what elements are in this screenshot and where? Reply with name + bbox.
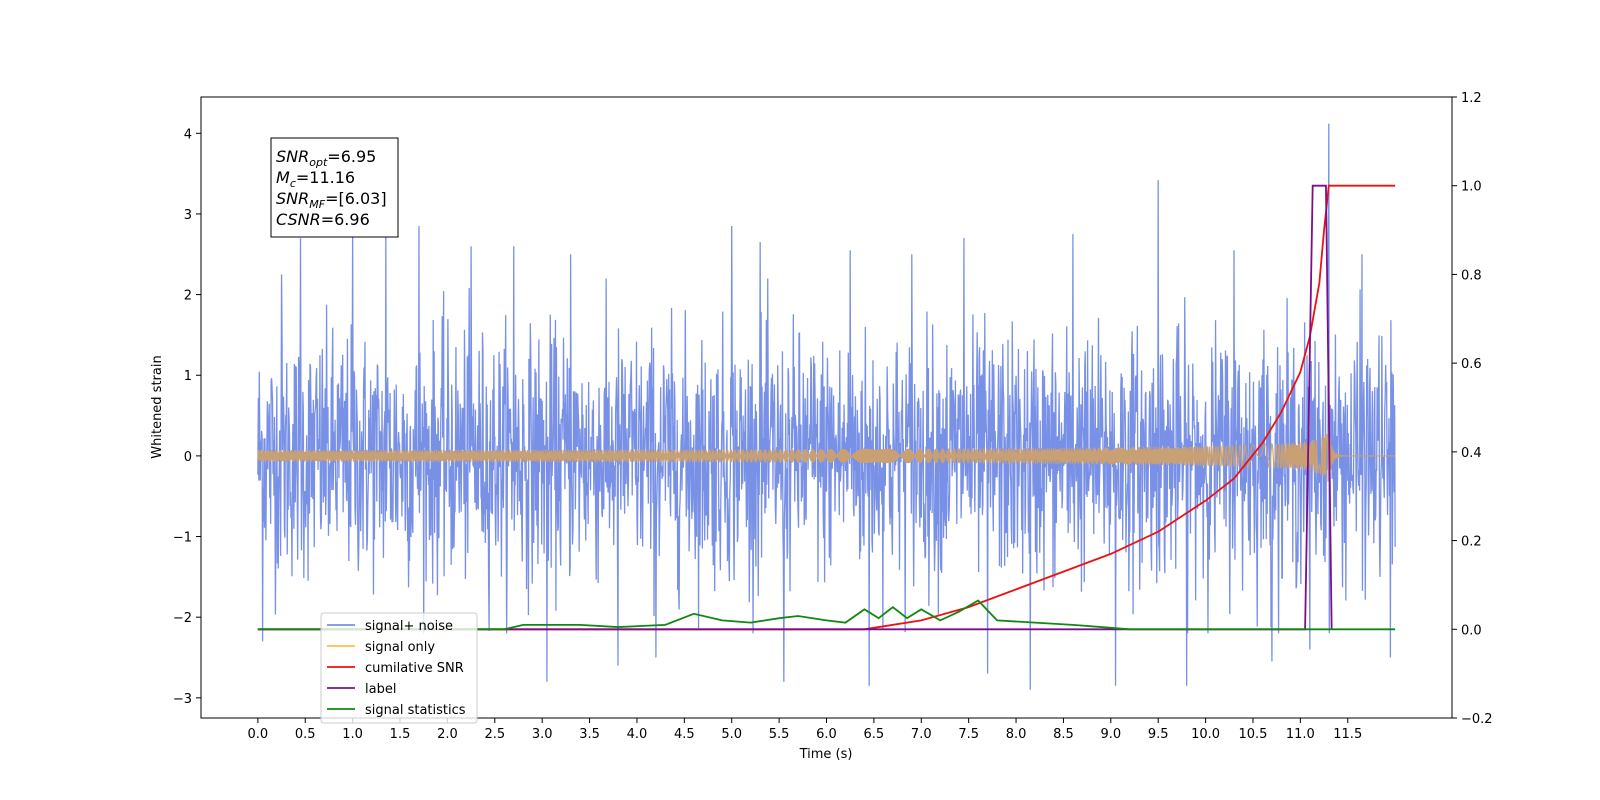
y-right-tick-label: 0.8 xyxy=(1461,268,1482,283)
x-tick-label: 2.0 xyxy=(437,727,458,742)
x-tick-label: 6.0 xyxy=(816,727,837,742)
x-tick-label: 3.0 xyxy=(532,727,553,742)
legend: signal+ noise signal only cumilative SNR la… xyxy=(320,612,478,724)
x-tick-label: 11.0 xyxy=(1286,727,1315,742)
y-right-tick-label: 1.2 xyxy=(1461,91,1482,106)
x-tick-label: 1.0 xyxy=(342,727,363,742)
series-label xyxy=(257,184,1333,631)
x-tick-label: 2.5 xyxy=(484,727,505,742)
y-right-tick-label: 1.0 xyxy=(1461,180,1482,195)
annotation-line: Mc=11.16 xyxy=(276,168,355,190)
series-cumulative-snr xyxy=(257,184,1396,631)
x-tick-label: 0.0 xyxy=(248,727,269,742)
x-tick-label: 4.5 xyxy=(674,727,695,742)
x-axis: 0.0 0.5 1.0 1.5 2.0 2.5 3.0 3.5 4.0 4.5 5.0 5.5 6.0 6… xyxy=(248,718,1362,742)
y-right-tick-label: 0.0 xyxy=(1461,623,1482,638)
annotation-line: CSNR=6.96 xyxy=(276,210,370,229)
x-tick-label: 7.0 xyxy=(911,727,932,742)
annotation-frame xyxy=(270,137,399,238)
y-axis-left: −3 −2 −1 0 1 2 3 4 xyxy=(173,127,201,707)
legend-label: signal statistics xyxy=(365,703,466,718)
legend-frame xyxy=(320,612,478,724)
y-left-tick-label: 3 xyxy=(184,208,192,223)
y-left-tick-label: −2 xyxy=(173,611,192,626)
x-tick-label: 11.5 xyxy=(1333,727,1362,742)
series-signal-statistics xyxy=(257,599,1396,631)
x-tick-label: 8.5 xyxy=(1053,727,1074,742)
y-axis-left-label: Whitened strain xyxy=(150,355,165,458)
x-tick-label: 1.5 xyxy=(390,727,411,742)
x-tick-label: 5.5 xyxy=(769,727,790,742)
x-tick-label: 3.5 xyxy=(579,727,600,742)
series-signal-noise xyxy=(257,123,1396,690)
y-left-tick-label: 2 xyxy=(184,289,192,304)
x-tick-label: 0.5 xyxy=(295,727,316,742)
x-tick-label: 4.0 xyxy=(627,727,648,742)
series-layer xyxy=(257,123,1396,690)
x-tick-label: 6.5 xyxy=(864,727,885,742)
x-tick-label: 10.5 xyxy=(1239,727,1268,742)
x-tick-label: 7.5 xyxy=(958,727,979,742)
legend-label: signal+ noise xyxy=(365,619,453,634)
y-right-tick-label: −0.2 xyxy=(1461,712,1493,727)
x-tick-label: 5.0 xyxy=(721,727,742,742)
y-right-tick-label: 0.2 xyxy=(1461,535,1482,550)
x-axis-label: Time (s) xyxy=(799,747,853,762)
annotation-line: SNRMF=[6.03] xyxy=(276,189,387,211)
y-left-tick-label: 0 xyxy=(184,450,192,465)
y-right-tick-label: 0.6 xyxy=(1461,357,1482,372)
legend-label: label xyxy=(365,682,396,697)
x-tick-label: 9.0 xyxy=(1100,727,1121,742)
x-tick-label: 9.5 xyxy=(1148,727,1169,742)
series-signal-only xyxy=(257,427,1396,482)
y-axis-right: −0.2 0.0 0.2 0.4 0.6 0.8 1.0 1.2 xyxy=(1452,91,1493,727)
y-left-tick-label: 1 xyxy=(184,369,192,384)
x-tick-label: 10.0 xyxy=(1191,727,1220,742)
annotation-line: SNRopt=6.95 xyxy=(276,147,376,169)
y-right-tick-label: 0.4 xyxy=(1461,446,1482,461)
legend-label: cumilative SNR xyxy=(365,661,464,676)
y-left-tick-label: −1 xyxy=(173,531,192,546)
legend-label: signal only xyxy=(365,640,435,655)
y-left-tick-label: 4 xyxy=(184,127,192,142)
y-left-tick-label: −3 xyxy=(173,692,192,707)
x-tick-label: 8.0 xyxy=(1006,727,1027,742)
